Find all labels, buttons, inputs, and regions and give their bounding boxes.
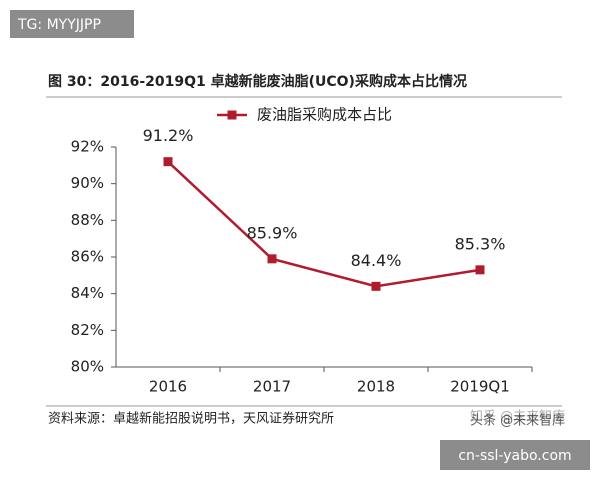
point (371, 281, 381, 291)
point (267, 254, 277, 264)
data-label: 91.2% (143, 126, 194, 145)
data-label: 84.4% (351, 251, 402, 270)
y-tick-label: 84% (71, 284, 104, 302)
site-box (440, 440, 590, 470)
data-label: 85.9% (247, 223, 298, 242)
point (475, 265, 485, 275)
site-text: cn-ssl-yabo.com (458, 448, 571, 464)
series-line (167, 160, 481, 288)
tag-text: TG: MYYJJPP (17, 17, 101, 33)
legend-label: 废油脂采购成本占比 (257, 106, 392, 124)
source-note: 资料来源：卓越新能招股说明书，天风证券研究所 (48, 411, 334, 427)
watermark: 头条 @未来智库 (470, 413, 565, 429)
x-tick-label: 2016 (149, 378, 187, 396)
x-tick-label: 2017 (253, 378, 291, 396)
x-tick-label: 2019Q1 (450, 378, 510, 396)
legend-marker (227, 110, 237, 120)
y-tick-label: 80% (71, 358, 104, 376)
y-tick-label: 90% (71, 174, 104, 192)
data-label: 85.3% (455, 234, 506, 253)
y-tick-label: 92% (71, 138, 104, 156)
y-tick-label: 88% (71, 211, 104, 229)
point (163, 157, 173, 167)
watermark: 知乎 @未来智库 (470, 409, 565, 425)
tag-box (10, 10, 134, 38)
chart-title: 图 30：2016-2019Q1 卓越新能废油脂(UCO)采购成本占比情况 (48, 73, 467, 90)
x-tick-label: 2018 (357, 378, 395, 396)
y-tick-label: 82% (71, 321, 104, 339)
y-tick-label: 86% (71, 248, 104, 266)
